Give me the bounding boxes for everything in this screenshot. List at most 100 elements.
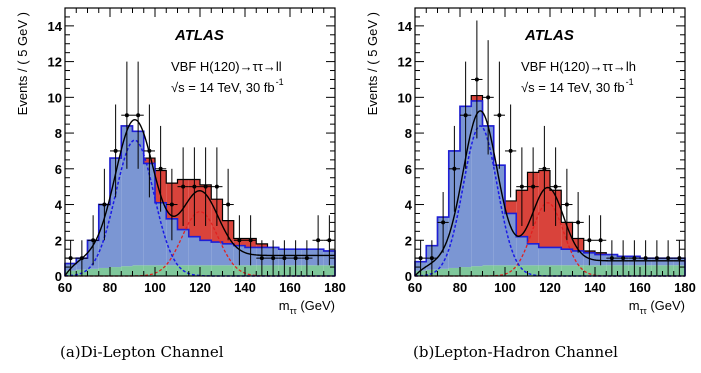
x-tick-label: 80 xyxy=(453,280,467,295)
x-axis: 60 80 100 120 140 160 180 xyxy=(408,8,696,295)
y-tick-label: 8 xyxy=(55,126,62,141)
data-point xyxy=(598,238,603,243)
atlas-label: ATLAS xyxy=(524,27,574,44)
data-point xyxy=(181,184,186,189)
data-point xyxy=(429,256,434,261)
data-point xyxy=(441,220,446,225)
x-tick-label: 100 xyxy=(494,280,516,295)
histogram-bars xyxy=(65,125,335,276)
y-tick-label: 10 xyxy=(48,90,62,105)
data-point xyxy=(677,256,682,261)
process-label: VBF H(120)→ττ→lh xyxy=(521,59,636,74)
panel-di-lepton: 60 80 100 120 140 160 180 0 2 4 6 8 10 12 14 Events / (… xyxy=(15,7,346,316)
data-point xyxy=(463,113,468,118)
bar-background xyxy=(471,266,483,276)
energy-label: √s = 14 TeV, 30 fb xyxy=(171,80,275,95)
bar-z-tautau xyxy=(561,249,573,266)
data-point xyxy=(643,256,648,261)
bar-background xyxy=(493,265,505,276)
data-points xyxy=(415,20,685,276)
y-axis-title: Events / ( 5 GeV ) xyxy=(365,12,380,115)
x-tick-label: 80 xyxy=(103,280,117,295)
bar-z-tautau xyxy=(121,125,133,267)
process-label: VBF H(120)→ττ→ll xyxy=(171,59,282,74)
bar-background xyxy=(538,265,550,276)
bar-background xyxy=(188,265,200,276)
data-point xyxy=(124,113,129,118)
y-tick-label: 2 xyxy=(405,233,412,248)
bar-background xyxy=(98,267,110,276)
bar-background xyxy=(448,267,460,276)
data-point xyxy=(259,256,264,261)
bar-background xyxy=(110,267,122,276)
data-point xyxy=(147,148,152,153)
y-tick-label: 4 xyxy=(405,198,413,213)
data-point xyxy=(621,256,626,261)
bar-z-tautau xyxy=(527,243,539,266)
data-point xyxy=(587,238,592,243)
bar-z-tautau xyxy=(200,240,212,266)
bar-z-tautau xyxy=(482,125,494,266)
data-point xyxy=(214,184,219,189)
bar-z-tautau xyxy=(460,106,472,268)
y-axis: 0 2 4 6 8 10 12 14 xyxy=(398,7,685,284)
bar-background xyxy=(550,265,562,276)
bar-background xyxy=(505,265,517,276)
data-point xyxy=(576,220,581,225)
bar-z-tautau xyxy=(505,213,517,266)
bar-background xyxy=(437,268,449,276)
data-point xyxy=(91,238,96,243)
data-point xyxy=(418,256,423,261)
data-point xyxy=(169,202,174,207)
data-point xyxy=(192,184,197,189)
data-point xyxy=(226,202,231,207)
y-tick-label: 8 xyxy=(405,126,412,141)
x-tick-label: 120 xyxy=(189,280,211,295)
bar-z-tautau xyxy=(538,247,550,266)
data-point xyxy=(293,256,298,261)
energy-label: √s = 14 TeV, 30 fb xyxy=(521,80,625,95)
bar-z-tautau xyxy=(143,163,155,266)
bar-background xyxy=(561,265,573,276)
y-tick-label: 14 xyxy=(48,19,63,34)
y-tick-label: 0 xyxy=(55,269,62,284)
y-tick-label: 14 xyxy=(398,19,413,34)
bar-z-tautau xyxy=(211,242,223,266)
data-point xyxy=(531,184,536,189)
data-point xyxy=(486,95,491,100)
data-point xyxy=(519,184,524,189)
y-axis-title: Events / ( 5 GeV ) xyxy=(15,12,30,115)
x-tick-label: 120 xyxy=(539,280,561,295)
bar-z-tautau xyxy=(188,236,200,266)
bar-background xyxy=(245,265,257,276)
bar-signal xyxy=(505,200,517,214)
bar-background xyxy=(87,268,99,276)
data-point xyxy=(452,166,457,171)
x-tick-label: 140 xyxy=(234,280,256,295)
bar-background xyxy=(211,265,223,276)
data-point xyxy=(203,184,208,189)
bar-z-tautau xyxy=(572,250,584,266)
lumi-exponent: -1 xyxy=(276,77,284,87)
x-axis: 60 80 100 120 140 160 180 xyxy=(58,8,346,295)
lumi-exponent: -1 xyxy=(626,77,634,87)
bar-background xyxy=(583,265,595,276)
data-point xyxy=(609,256,614,261)
panel-lepton-hadron: 60 80 100 120 140 160 180 0 2 4 6 8 10 12 14 Events / (… xyxy=(365,7,696,316)
atlas-label: ATLAS xyxy=(174,27,224,44)
data-point xyxy=(497,113,502,118)
x-axis-title-subscript: ττ xyxy=(640,306,648,316)
data-point xyxy=(553,184,558,189)
bar-background xyxy=(200,265,212,276)
data-point xyxy=(136,113,141,118)
data-point xyxy=(304,256,309,261)
bar-z-tautau xyxy=(550,247,562,266)
x-axis-title: mττ (GeV) xyxy=(279,298,335,316)
x-tick-label: 180 xyxy=(324,280,346,295)
data-point xyxy=(508,148,513,153)
bar-background xyxy=(143,265,155,276)
bar-background xyxy=(460,267,472,276)
total-fit-curve xyxy=(64,118,335,277)
data-point xyxy=(316,238,321,243)
